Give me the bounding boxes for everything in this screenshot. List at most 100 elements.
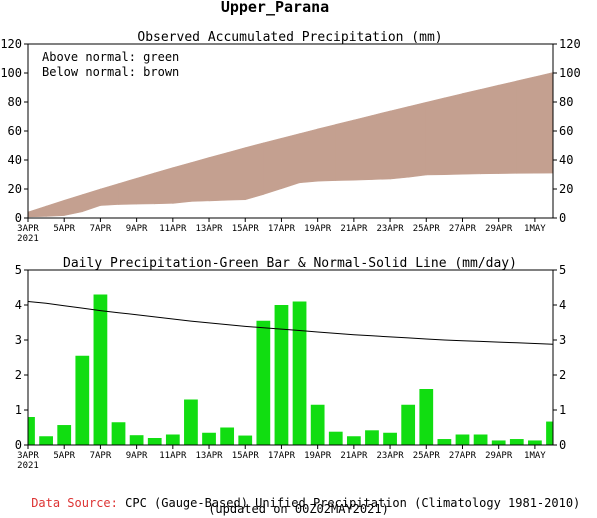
below-normal-band: [27, 205, 47, 218]
daily-x-year-label: 2021: [17, 461, 39, 471]
below-normal-band: [45, 199, 65, 217]
x-tick-label: 1MAY: [524, 451, 546, 461]
daily-bar: [310, 404, 325, 445]
x-tick-label: 27APR: [449, 224, 477, 234]
daily-plot-frame: [27, 269, 554, 446]
x-tick-label: 9APR: [126, 224, 148, 234]
y-tick-label-right: 120: [559, 37, 581, 51]
page-title: Upper_Parana: [221, 0, 329, 16]
accumulated-x-year-label: 2021: [17, 234, 39, 244]
y-tick-label-right: 40: [559, 153, 573, 167]
y-tick-label-right: 0: [559, 211, 566, 225]
x-tick-label: 13APR: [195, 451, 223, 461]
accumulated-legend-above: Above normal: green: [42, 50, 179, 64]
below-normal-band: [462, 89, 481, 175]
below-normal-band: [263, 137, 282, 195]
daily-plot-area: [27, 294, 554, 445]
y-tick-label-right: 2: [559, 368, 566, 382]
daily-bar: [39, 436, 53, 445]
accumulated-chart-title: Observed Accumulated Precipitation (mm): [137, 30, 442, 45]
daily-bar: [129, 435, 144, 445]
daily-x-axis: 3APR 5APR 7APR 9APR 11APR 13APR 15APR 17APR 19AP…: [17, 445, 546, 461]
x-tick-label: 17APR: [268, 451, 296, 461]
y-tick-label-right: 5: [559, 263, 566, 277]
y-tick-label-left: 20: [8, 182, 22, 196]
daily-bar: [165, 434, 180, 445]
x-tick-label: 9APR: [126, 451, 148, 461]
x-tick-label: 23APR: [377, 224, 405, 234]
below-normal-band: [444, 93, 463, 175]
below-normal-band: [154, 167, 174, 205]
daily-bar: [528, 440, 542, 445]
below-normal-band: [516, 76, 536, 174]
daily-bar: [93, 294, 108, 445]
daily-chart-title: Daily Precipitation-Green Bar & Normal-S…: [63, 256, 517, 271]
below-normal-band: [100, 183, 119, 206]
daily-bar: [328, 431, 343, 445]
y-tick-label-left: 120: [0, 37, 22, 51]
below-normal-band: [534, 72, 554, 174]
below-normal-band: [335, 119, 355, 181]
daily-bar: [473, 434, 488, 445]
y-tick-label-left: 0: [15, 211, 22, 225]
y-tick-label-left: 1: [15, 403, 22, 417]
daily-bar: [509, 439, 524, 445]
below-normal-band: [353, 115, 373, 181]
y-tick-label-right: 100: [559, 66, 581, 80]
below-normal-band: [299, 128, 318, 184]
daily-bar: [455, 434, 470, 445]
daily-bar: [111, 422, 126, 445]
daily-bar: [220, 427, 235, 445]
daily-bar: [256, 320, 271, 445]
daily-bar: [57, 425, 72, 445]
daily-bar: [383, 432, 397, 445]
daily-bar: [365, 430, 379, 445]
x-tick-label: 27APR: [449, 451, 477, 461]
daily-bar: [346, 436, 361, 445]
daily-y-axis-right: 0 1 2 3 4 5: [553, 263, 566, 452]
below-normal-band: [82, 188, 101, 213]
y-tick-label-left: 0: [15, 438, 22, 452]
accumulated-y-axis-left: 0 20 40 60 80 100 120: [0, 37, 28, 225]
x-tick-label: 23APR: [377, 451, 405, 461]
x-tick-label: 15APR: [232, 451, 260, 461]
x-tick-label: 29APR: [485, 451, 513, 461]
x-tick-label: 19APR: [304, 224, 332, 234]
y-tick-label-right: 80: [559, 95, 573, 109]
x-tick-label: 11APR: [159, 451, 187, 461]
x-tick-label: 1MAY: [524, 224, 546, 234]
below-normal-band: [317, 124, 337, 182]
accumulated-plot-frame: [27, 43, 554, 219]
x-tick-label: 11APR: [159, 224, 187, 234]
y-tick-label-left: 80: [8, 95, 22, 109]
y-tick-label-right: 0: [559, 438, 566, 452]
below-normal-band: [389, 106, 409, 180]
x-tick-label: 15APR: [232, 224, 260, 234]
accumulated-chart: Observed Accumulated Precipitation (mm) …: [0, 30, 580, 244]
daily-bar: [274, 305, 289, 445]
below-normal-band: [244, 142, 264, 201]
y-tick-label-right: 1: [559, 403, 566, 417]
daily-bar: [238, 435, 253, 445]
x-tick-label: 13APR: [195, 224, 223, 234]
y-tick-label-right: 60: [559, 124, 573, 138]
y-tick-label-left: 2: [15, 368, 22, 382]
data-source-label: Data Source:: [31, 496, 118, 510]
daily-bar: [184, 399, 198, 445]
below-normal-band: [281, 133, 300, 190]
y-tick-label-left: 100: [0, 66, 22, 80]
accumulated-x-axis: 3APR 5APR 7APR 9APR 11APR 13APR 15APR 17APR 19AP…: [17, 218, 546, 234]
daily-bar: [437, 439, 452, 445]
below-normal-band: [172, 162, 192, 204]
daily-bar: [147, 438, 162, 445]
x-tick-label: 3APR: [17, 451, 39, 461]
daily-bar: [28, 417, 35, 445]
x-tick-label: 7APR: [90, 224, 112, 234]
y-tick-label-left: 4: [15, 298, 22, 312]
below-normal-band: [63, 194, 83, 216]
x-tick-label: 17APR: [268, 224, 296, 234]
below-normal-band: [118, 177, 137, 205]
below-normal-band: [371, 110, 391, 180]
updated-line: (updated on 00Z02MAY2021): [208, 502, 389, 516]
